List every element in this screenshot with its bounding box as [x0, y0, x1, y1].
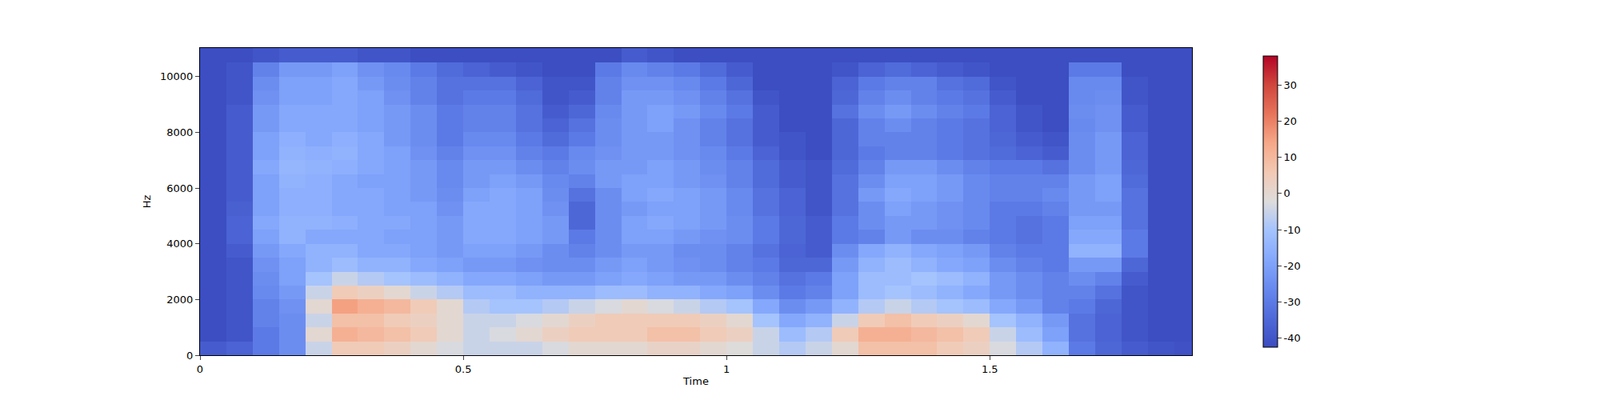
- svg-text:0: 0: [186, 349, 193, 362]
- svg-text:1: 1: [723, 363, 730, 376]
- svg-text:10000: 10000: [160, 70, 193, 83]
- svg-text:6000: 6000: [166, 182, 193, 195]
- svg-text:1.5: 1.5: [981, 363, 999, 376]
- svg-text:-20: -20: [1284, 260, 1301, 272]
- svg-text:-40: -40: [1284, 332, 1301, 344]
- svg-text:10: 10: [1284, 151, 1298, 164]
- svg-text:20: 20: [1284, 115, 1298, 128]
- svg-text:0.5: 0.5: [455, 363, 472, 376]
- svg-text:0: 0: [1284, 187, 1291, 200]
- svg-text:30: 30: [1284, 79, 1298, 92]
- svg-text:0: 0: [196, 363, 204, 376]
- svg-text:4000: 4000: [166, 237, 193, 250]
- svg-text:Time: Time: [682, 375, 709, 388]
- svg-text:-10: -10: [1284, 224, 1301, 236]
- svg-text:2000: 2000: [166, 293, 193, 306]
- svg-text:Hz: Hz: [140, 195, 153, 209]
- svg-text:8000: 8000: [166, 126, 193, 139]
- svg-text:-30: -30: [1284, 296, 1301, 308]
